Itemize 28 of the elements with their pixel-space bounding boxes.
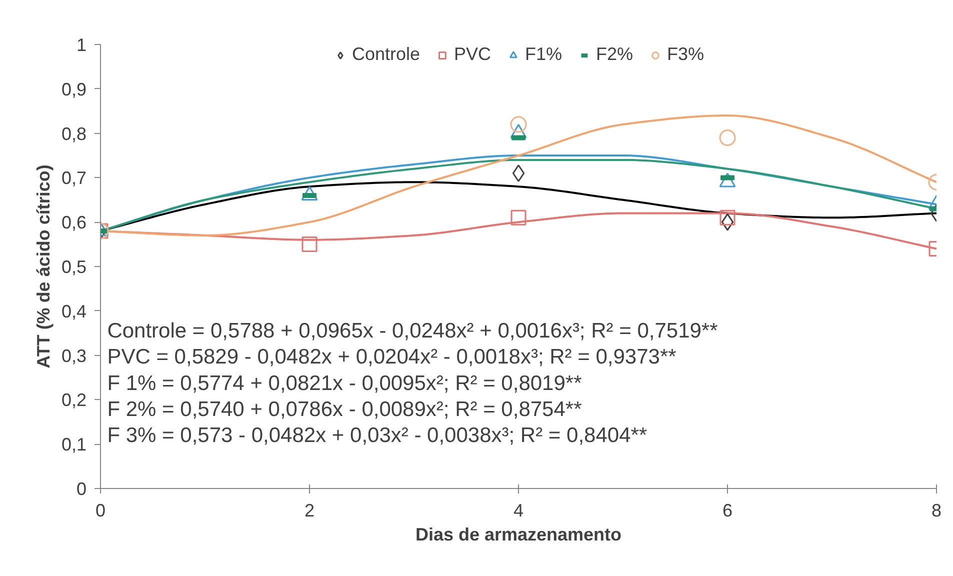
annotation: F 2% = 0,5740 + 0,0786x - 0,0089x²; R² = 0,8754** [107,398,582,421]
annotation: PVC = 0,5829 - 0,0482x + 0,0204x² - 0,0018x³; R² = 0,9373** [107,346,676,369]
x-tick-label: 0 [95,500,106,520]
y-tick-label: 0,4 [61,301,87,322]
legend-label: PVC [454,44,492,65]
y-tick-label: 0,8 [61,124,87,144]
y-tick-label: 0,3 [61,346,87,366]
x-tick-label: 4 [513,500,524,520]
y-tick-label: 0,5 [61,257,87,277]
annotation: Controle = 0,5788 + 0,0965x - 0,0248x² + 0,0016x³; R² = 0,7519** [107,319,718,342]
annotation: F 1% = 0,5774 + 0,0821x - 0,0095x²; R² = 0,8019** [107,372,582,395]
legend-label: Controle [352,44,420,65]
y-tick-label: 0,1 [61,434,87,455]
x-tick-label: 2 [304,500,315,520]
legend-label: F1% [525,44,562,65]
x-axis-title: Dias de armazenamento [415,524,622,544]
legend-label: F3% [667,44,704,65]
x-tick-label: 8 [931,500,942,520]
y-tick-label: 0,7 [61,168,87,188]
y-axis-title: ATT (% de ácido cítrico) [33,164,54,368]
annotation: F 3% = 0,573 - 0,0482x + 0,03x² - 0,0038x³; R² = 0,8404** [107,424,648,448]
legend-label: F2% [596,44,634,65]
y-tick-label: 0,2 [61,390,87,410]
y-tick-label: 0,6 [61,212,87,233]
x-tick-label: 6 [722,500,733,520]
y-tick-label: 1 [76,35,87,55]
y-tick-label: 0,9 [61,79,87,100]
y-tick-label: 0 [76,479,87,499]
